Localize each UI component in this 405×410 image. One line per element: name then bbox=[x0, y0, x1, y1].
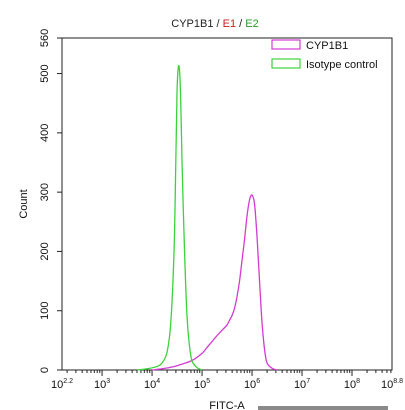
x-axis-title: FITC-A bbox=[209, 400, 245, 410]
x-tick-label: 104 bbox=[144, 378, 160, 391]
x-tick-label: 106 bbox=[244, 378, 260, 391]
y-axis-title: Count bbox=[18, 189, 30, 218]
plot-area bbox=[61, 37, 393, 371]
y-tick-label: 0 bbox=[39, 367, 51, 373]
x-tick-label: 108 bbox=[344, 378, 360, 391]
title-part-marker: CYP1B1 bbox=[171, 18, 213, 30]
series-layer bbox=[136, 64, 278, 371]
legend: CYP1B1 Isotype control bbox=[271, 39, 378, 71]
x-tick-exponent: 8.8 bbox=[393, 378, 403, 385]
x-tick-base: 10 bbox=[194, 379, 206, 391]
chart-title: CYP1B1 / E1 / E2 bbox=[171, 18, 258, 30]
y-tick-label: 400 bbox=[39, 124, 51, 142]
y-tick-label: 500 bbox=[39, 64, 51, 82]
title-part-e1: E1 bbox=[223, 18, 236, 30]
x-tick-label: 105 bbox=[194, 378, 210, 391]
x-tick-exponent: 5 bbox=[206, 378, 210, 385]
legend-swatch-isotype bbox=[271, 58, 301, 69]
x-tick-base: 10 bbox=[344, 379, 356, 391]
x-tick-label: 103 bbox=[94, 378, 110, 391]
x-tick-base: 10 bbox=[144, 379, 156, 391]
x-tick-exponent: 6 bbox=[256, 378, 260, 385]
y-tick-label: 100 bbox=[39, 302, 51, 320]
x-axis: 102.2 103 104 105 106 107 108 108.8 bbox=[51, 370, 403, 391]
x-tick-base: 10 bbox=[244, 379, 256, 391]
x-tick-exponent: 3 bbox=[106, 378, 110, 385]
x-tick-label: 107 bbox=[294, 378, 310, 391]
x-tick-exponent: 8 bbox=[356, 378, 360, 385]
legend-label-isotype: Isotype control bbox=[306, 59, 378, 71]
x-tick-base: 10 bbox=[294, 379, 306, 391]
x-tick-exponent: 4 bbox=[156, 378, 160, 385]
y-axis: 0 100 200 300 400 500 560 bbox=[39, 29, 62, 373]
title-part-e2: E2 bbox=[245, 18, 258, 30]
x-tick-exponent: 7 bbox=[306, 378, 310, 385]
x-tick-base: 10 bbox=[381, 379, 393, 391]
y-tick-label: 300 bbox=[39, 183, 51, 201]
series-line-isotype-control bbox=[136, 64, 203, 371]
y-tick-label: 560 bbox=[39, 29, 51, 47]
x-tick-label: 102.2 bbox=[51, 378, 73, 391]
y-tick-label: 200 bbox=[39, 242, 51, 260]
x-tick-exponent: 2.2 bbox=[63, 378, 73, 385]
title-part-sep1: / bbox=[213, 18, 222, 30]
legend-label-cyp1b1: CYP1B1 bbox=[306, 40, 348, 52]
horizontal-scrollbar[interactable] bbox=[258, 406, 388, 410]
x-tick-label: 108.8 bbox=[381, 378, 403, 391]
x-tick-base: 10 bbox=[94, 379, 106, 391]
series-line-cyp1b1 bbox=[151, 194, 278, 371]
legend-swatch-cyp1b1 bbox=[271, 39, 301, 50]
title-part-sep2: / bbox=[236, 18, 245, 30]
x-tick-base: 10 bbox=[51, 379, 63, 391]
